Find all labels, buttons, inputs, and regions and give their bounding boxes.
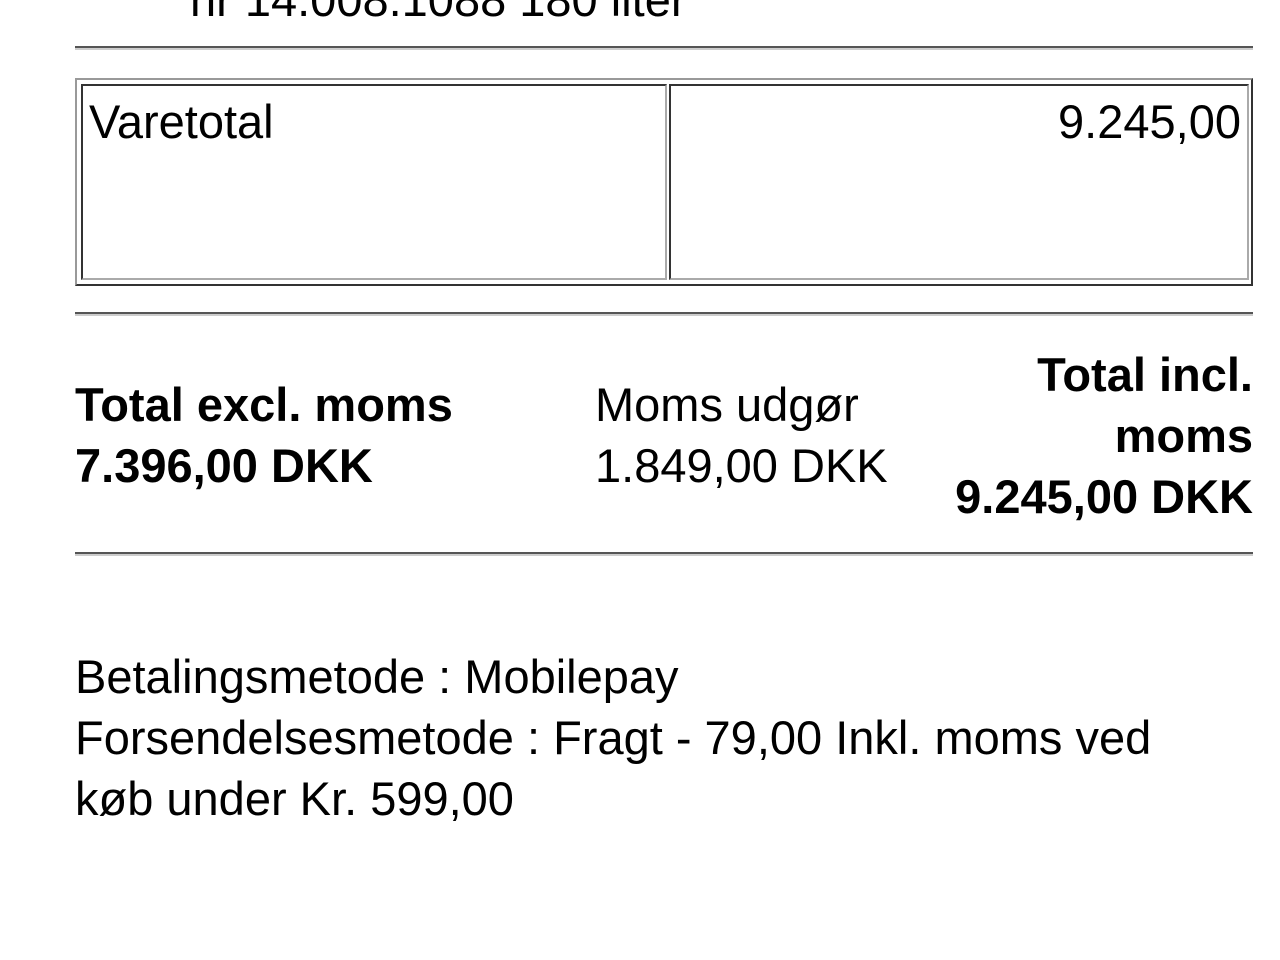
payment-info: Betalingsmetode : Mobilepay Forsendelses…	[75, 646, 1235, 829]
amount: 7.396,00 DKK	[75, 439, 373, 492]
table-cell: Varetotal	[81, 84, 667, 280]
total-incl: Total incl. moms 9.245,00 DKK	[935, 344, 1253, 527]
label: Total excl. moms	[75, 378, 453, 431]
label: Moms udgør	[595, 378, 859, 431]
amount: 1.849,00 DKK	[595, 439, 888, 492]
totals: Total excl. moms 7.396,00 DKK Moms udgør…	[75, 317, 1253, 553]
payment-method: Betalingsmetode : Mobilepay	[75, 650, 679, 703]
amount: 9.245,00 DKK	[955, 469, 1253, 523]
total-excl: Total excl. moms 7.396,00 DKK	[75, 374, 595, 496]
divider	[75, 312, 1253, 316]
summary-table: Varetotal 9.245,00	[75, 78, 1253, 286]
vat: Moms udgør 1.849,00 DKK	[595, 374, 935, 496]
divider	[75, 46, 1253, 50]
item-line: nr 14.008.1088 180 liter	[190, 0, 686, 30]
table-cell: 9.245,00	[669, 84, 1249, 280]
label: Total incl. moms	[1037, 347, 1253, 462]
divider	[75, 552, 1253, 556]
shipping-method: Forsendelsesmetode : Fragt - 79,00 Inkl.…	[75, 711, 1152, 825]
